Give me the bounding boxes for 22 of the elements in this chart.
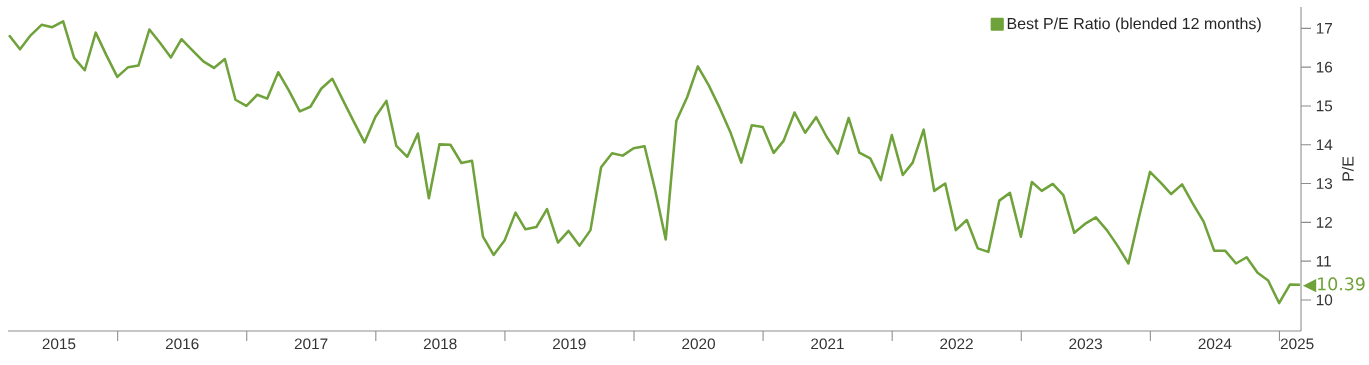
x-tick-label: 2016 bbox=[165, 338, 199, 350]
y-tick-label: 17 bbox=[1316, 23, 1332, 34]
x-tick-label: 2025 bbox=[1280, 338, 1314, 350]
y-axis-title: P/E bbox=[1341, 156, 1354, 181]
legend-label: Best P/E Ratio (blended 12 months) bbox=[1007, 17, 1261, 33]
x-tick-label: 2020 bbox=[682, 338, 715, 350]
y-tick-label: 11 bbox=[1316, 255, 1331, 267]
x-tick-label: 2015 bbox=[42, 338, 76, 350]
y-tick-label: 12 bbox=[1316, 217, 1332, 228]
annotation: ◀10.39 bbox=[1302, 277, 1365, 293]
x-tick-label: 2024 bbox=[1198, 338, 1232, 350]
y-tick-label: 15 bbox=[1316, 100, 1333, 112]
y-tick-label: 16 bbox=[1316, 61, 1333, 73]
y-tick-label: 13 bbox=[1316, 178, 1333, 189]
y-tick-label: 14 bbox=[1316, 139, 1333, 151]
x-tick-label: 2019 bbox=[553, 338, 586, 350]
x-tick-label: 2023 bbox=[1069, 338, 1102, 350]
x-tick-label: 2017 bbox=[294, 338, 328, 350]
x-tick-label: 2022 bbox=[940, 338, 973, 350]
x-tick-label: 2021 bbox=[811, 338, 844, 350]
x-tick-label: 2018 bbox=[423, 338, 457, 350]
y-tick-label: 10 bbox=[1316, 294, 1333, 306]
